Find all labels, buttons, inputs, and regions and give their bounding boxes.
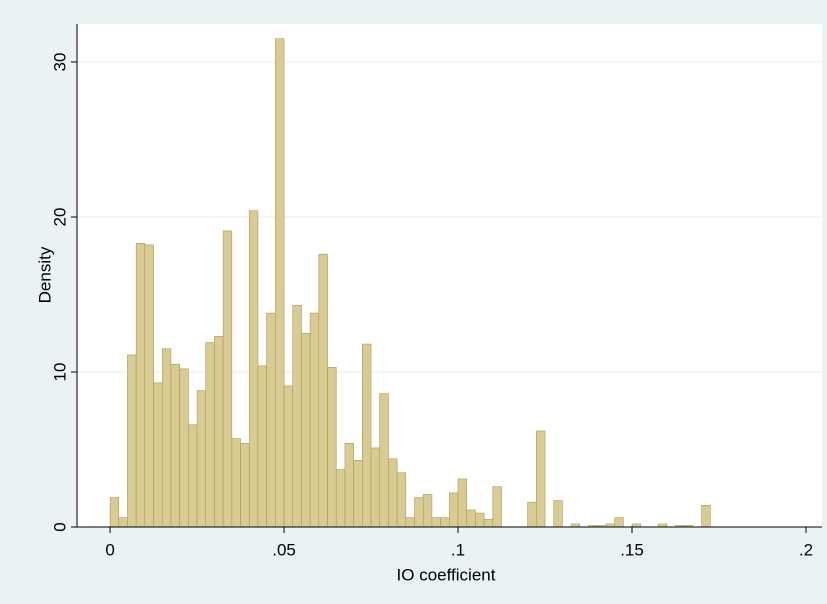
bar (240, 442, 250, 528)
bar (161, 348, 172, 528)
bar (701, 504, 711, 528)
bar (301, 332, 311, 528)
bar (283, 385, 294, 528)
bar (414, 497, 424, 528)
bar (536, 430, 546, 528)
bar (457, 478, 468, 528)
bar (379, 393, 389, 528)
bar (422, 494, 433, 528)
bar (362, 343, 372, 528)
bar (388, 458, 398, 528)
bar (553, 500, 563, 528)
x-tick-label: 0 (105, 540, 114, 559)
x-tick-label: .05 (272, 540, 296, 559)
y-tick-label: 30 (50, 53, 69, 72)
bar (231, 438, 241, 528)
bar (492, 486, 502, 528)
bar (318, 253, 328, 528)
bar (431, 517, 441, 528)
bar (135, 243, 146, 528)
bar (248, 210, 259, 528)
bar (214, 336, 224, 528)
bar (153, 382, 163, 528)
x-axis-label: IO coefficient (397, 565, 496, 584)
bar (335, 469, 346, 528)
bar (127, 354, 137, 528)
bar (309, 312, 320, 528)
bar (179, 368, 189, 528)
bar (257, 365, 267, 528)
bar (327, 367, 337, 528)
bar (396, 472, 407, 528)
bar (292, 305, 302, 528)
bar (188, 424, 198, 528)
bar (475, 512, 485, 528)
x-tick-label: .15 (620, 540, 644, 559)
bar (275, 38, 285, 528)
bar (266, 312, 276, 528)
bar (370, 447, 381, 528)
y-tick-label: 20 (50, 208, 69, 227)
bar (353, 460, 363, 528)
bar (109, 497, 120, 528)
bar (205, 342, 215, 528)
y-axis-label: Density (35, 246, 54, 303)
bar (614, 517, 624, 528)
bar (483, 518, 494, 528)
y-tick-label: 0 (50, 522, 69, 531)
bar (170, 363, 180, 528)
bar (405, 517, 415, 528)
bar (222, 230, 233, 528)
bar (144, 244, 154, 528)
bar (344, 442, 354, 528)
x-tick-label: .1 (451, 540, 465, 559)
bar (466, 509, 476, 528)
bar (440, 517, 450, 528)
bar (196, 390, 207, 528)
bar (118, 517, 128, 528)
y-tick-label: 10 (50, 363, 69, 382)
bar (449, 492, 459, 528)
bar (527, 501, 537, 528)
x-tick-label: .2 (799, 540, 813, 559)
